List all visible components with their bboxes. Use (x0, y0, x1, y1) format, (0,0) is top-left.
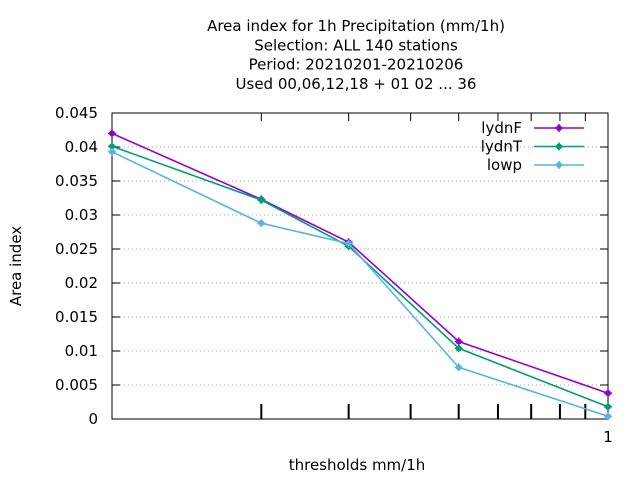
y-tick-label: 0.025 (55, 240, 98, 258)
data-point (257, 196, 266, 205)
grid (112, 146, 608, 386)
data-point (555, 161, 563, 169)
title-line: Area index for 1h Precipitation (mm/1h) (207, 17, 505, 35)
y-tick-label: 0.015 (55, 308, 98, 326)
series-lydnT (108, 142, 612, 411)
legend-item: lowp (487, 156, 584, 174)
y-tick-label: 0.03 (65, 206, 98, 224)
title-line: Period: 20210201-20210206 (249, 56, 464, 74)
y-tick-label: 0 (88, 410, 98, 428)
series-lydnF (108, 129, 612, 398)
data-point (555, 124, 563, 132)
legend-label: lowp (487, 156, 522, 174)
legend-label: lydnT (481, 138, 523, 156)
plot-frame (111, 112, 609, 420)
data-point (454, 363, 463, 372)
series-lowp (108, 147, 612, 421)
y-axis-label: Area index (7, 226, 25, 306)
y-tick-label: 0.02 (65, 274, 98, 292)
legend-item: lydnF (481, 119, 584, 137)
series (108, 129, 612, 421)
data-point (604, 412, 612, 421)
y-axis: 0 0.005 0.01 0.015 0.02 0.025 0.03 0.035 0.04 0.0… (55, 104, 608, 428)
y-tick-label: 0.045 (55, 104, 98, 122)
data-point (108, 129, 116, 138)
data-point (604, 389, 612, 398)
legend-label: lydnF (481, 119, 522, 137)
data-point (108, 147, 116, 156)
data-point (108, 142, 116, 151)
data-point (344, 239, 353, 248)
y-tick-label: 0.04 (65, 138, 98, 156)
data-point (454, 344, 463, 353)
chart-title: Area index for 1h Precipitation (mm/1h)S… (207, 17, 505, 93)
x-axis-label: thresholds mm/1h (289, 456, 426, 474)
data-point (454, 337, 463, 346)
x-axis: 1 (111, 113, 613, 446)
title-line: Selection: ALL 140 stations (254, 36, 458, 54)
y-tick-label: 0.035 (55, 172, 98, 190)
title-line: Used 00,06,12,18 + 01 02 ... 36 (236, 75, 477, 93)
legend-item: lydnT (481, 138, 584, 156)
data-point (604, 402, 612, 411)
data-point (257, 219, 266, 228)
x-tick-label: 1 (603, 428, 613, 446)
data-point (555, 142, 563, 151)
y-tick-label: 0.01 (65, 342, 98, 360)
y-tick-label: 0.005 (55, 376, 98, 394)
series-line (111, 151, 609, 418)
